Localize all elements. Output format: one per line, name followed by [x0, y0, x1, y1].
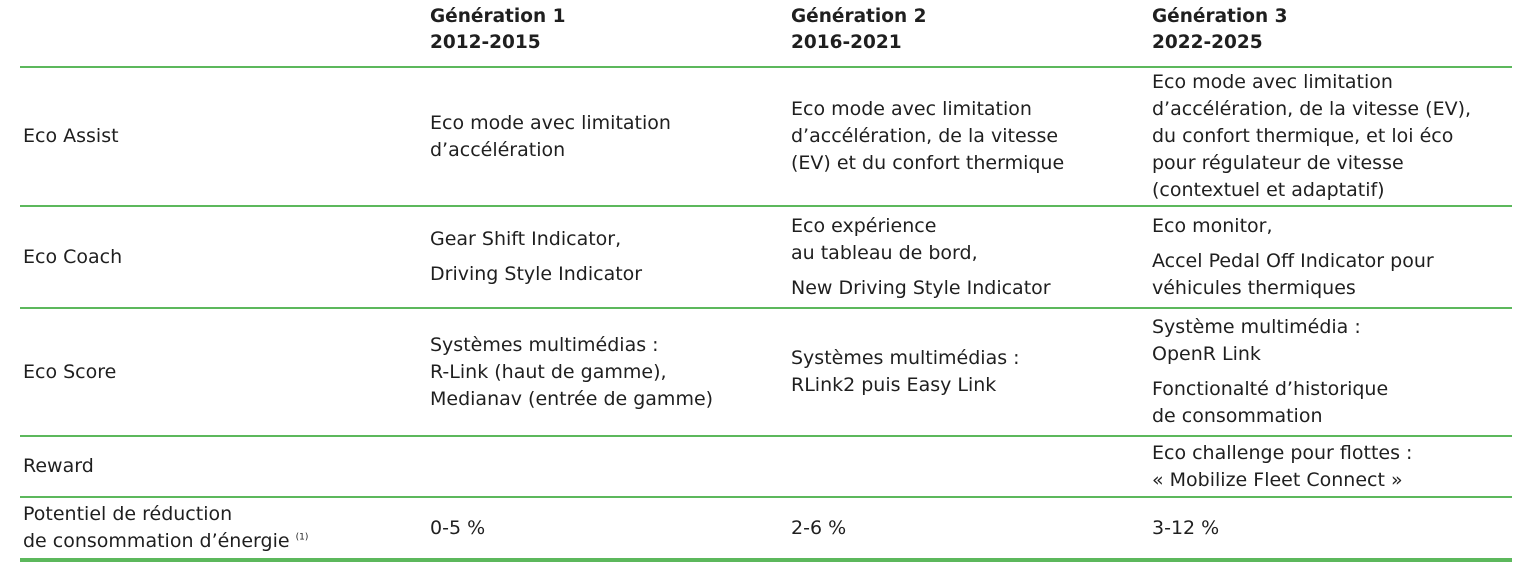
cell-line: du confort thermique, et loi éco — [1152, 125, 1454, 147]
table-row-eco-score: Eco Score Systèmes multimédias : R-Link … — [20, 308, 1512, 437]
cell-line: Systèmes multimédias : — [430, 333, 659, 356]
eco-assist-gen2: Eco mode avec limitation d’accélération,… — [788, 67, 1149, 207]
eco-score-gen3: Système multimédia : OpenR Link Fonction… — [1149, 308, 1512, 437]
reward-gen3: Eco challenge pour flottes : « Mobilize … — [1149, 436, 1512, 498]
cell-line: Eco mode avec limitation — [791, 98, 1032, 120]
table-row-potentiel: Potentiel de réduction de consommation d… — [20, 497, 1512, 562]
label-text: de consommation d’énergie — [23, 530, 290, 552]
cell-line: Eco mode avec limitation — [1152, 71, 1393, 93]
row-label: Eco Score — [20, 308, 427, 437]
eco-assist-gen3: Eco mode avec limitation d’accélération,… — [1149, 67, 1512, 207]
cell-line: Medianav (entrée de gamme) — [430, 387, 714, 410]
cell-line: Eco challenge pour flottes : — [1152, 441, 1413, 464]
cell-line: New Driving Style Indicator — [791, 276, 1051, 299]
header-empty-cell — [20, 0, 427, 68]
table-row-eco-assist: Eco Assist Eco mode avec limitation d’ac… — [20, 67, 1512, 207]
cell-line: Systèmes multimédias : — [791, 347, 1020, 369]
row-label: Eco Assist — [20, 67, 427, 207]
gen3-name: Génération 3 — [1152, 6, 1288, 27]
gen3-years: 2022-2025 — [1152, 32, 1263, 53]
cell-line: véhicules thermiques — [1152, 276, 1356, 299]
gen2-years: 2016-2021 — [791, 32, 902, 53]
cell-line: Driving Style Indicator — [430, 263, 643, 285]
table-row-eco-coach: Eco Coach Gear Shift Indicator, Driving … — [20, 206, 1512, 309]
gen1-years: 2012-2015 — [430, 32, 541, 53]
eco-assist-gen1: Eco mode avec limitation d’accélération — [427, 67, 788, 207]
reward-gen1 — [427, 436, 788, 498]
cell-line: au tableau de bord, — [791, 241, 978, 264]
label-line: de consommation d’énergie (1) — [23, 528, 427, 555]
cell-line: d’accélération — [430, 138, 566, 161]
cell-line: Fonctionalté d’historique — [1152, 378, 1389, 400]
gen1-name: Génération 1 — [430, 6, 566, 27]
cell-line: de consommation — [1152, 405, 1323, 427]
row-label: Eco Coach — [20, 206, 427, 309]
cell-line: « Mobilize Fleet Connect » — [1152, 468, 1403, 491]
eco-coach-gen3: Eco monitor, Accel Pedal Off Indicator p… — [1149, 206, 1512, 309]
cell-line: Gear Shift Indicator, — [430, 228, 622, 250]
row-label: Reward — [20, 436, 427, 498]
header-gen1: Génération 1 2012-2015 — [427, 0, 788, 68]
cell-line: (contextuel et adaptatif) — [1152, 179, 1385, 201]
reward-gen2 — [788, 436, 1149, 498]
eco-score-gen2: Systèmes multimédias : RLink2 puis Easy … — [788, 308, 1149, 437]
cell-line: R-Link (haut de gamme), — [430, 360, 667, 383]
cell-line: Eco expérience — [791, 214, 937, 237]
cell-line: Eco monitor, — [1152, 214, 1273, 237]
cell-line: pour régulateur de vitesse — [1152, 152, 1404, 174]
cell-line: Système multimédia : — [1152, 316, 1361, 338]
row-label: Potentiel de réduction de consommation d… — [20, 497, 427, 562]
header-gen3: Génération 3 2022-2025 — [1149, 0, 1512, 68]
cell-line: (EV) et du confort thermique — [791, 152, 1065, 174]
cell-line: Accel Pedal Off Indicator pour — [1152, 249, 1434, 272]
gen2-name: Génération 2 — [791, 6, 927, 27]
header-row: Génération 1 2012-2015 Génération 2 2016… — [20, 0, 1512, 68]
potentiel-gen1: 0-5 % — [427, 497, 788, 562]
cell-line: d’accélération, de la vitesse (EV), — [1152, 98, 1472, 120]
eco-coach-gen2: Eco expérience au tableau de bord, New D… — [788, 206, 1149, 309]
cell-line: OpenR Link — [1152, 343, 1261, 365]
label-line: Potentiel de réduction — [23, 503, 233, 525]
eco-coach-gen1: Gear Shift Indicator, Driving Style Indi… — [427, 206, 788, 309]
eco-score-gen1: Systèmes multimédias : R-Link (haut de g… — [427, 308, 788, 437]
cell-line: RLink2 puis Easy Link — [791, 374, 997, 396]
cell-line: d’accélération, de la vitesse — [791, 125, 1059, 147]
cell-line: Eco mode avec limitation — [430, 111, 671, 134]
table-row-reward: Reward Eco challenge pour flottes : « Mo… — [20, 436, 1512, 498]
potentiel-gen3: 3-12 % — [1149, 497, 1512, 562]
eco-driving-generations-table: Génération 1 2012-2015 Génération 2 2016… — [20, 0, 1512, 562]
potentiel-gen2: 2-6 % — [788, 497, 1149, 562]
header-gen2: Génération 2 2016-2021 — [788, 0, 1149, 68]
footnote-marker: (1) — [295, 532, 309, 543]
